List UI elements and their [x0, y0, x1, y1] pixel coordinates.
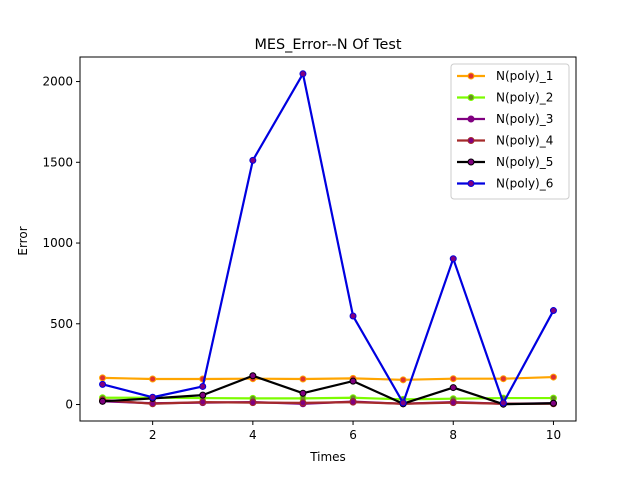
data-point	[249, 399, 257, 407]
data-point	[249, 156, 257, 164]
data-point	[199, 398, 207, 406]
data-point	[149, 375, 157, 383]
series-line-6	[102, 72, 555, 405]
data-point	[149, 393, 157, 401]
y-tick-label: 500	[50, 317, 73, 331]
data-point	[549, 373, 557, 381]
data-point	[99, 380, 107, 388]
data-point	[449, 399, 457, 407]
x-axis-label: Times	[309, 450, 346, 464]
legend-label: N(poly)_1	[496, 69, 553, 83]
legend-marker	[467, 158, 475, 166]
series-line-1	[102, 375, 554, 381]
series-line-2	[102, 396, 554, 401]
data-point	[399, 376, 407, 384]
legend: N(poly)_1 N(poly)_2 N(poly)_3 N(poly)_4 N(po…	[450, 63, 570, 200]
x-tick-label: 10	[546, 428, 561, 442]
data-point	[349, 398, 357, 406]
data-point	[349, 312, 357, 320]
plot-area: 2 4 6 8 10 0 500 1000 1500 2000	[42, 56, 577, 442]
y-axis-label: Error	[16, 226, 30, 255]
data-point	[399, 399, 407, 407]
legend-marker	[467, 115, 475, 123]
y-tick-label: 1000	[42, 236, 73, 250]
legend-label: N(poly)_3	[496, 112, 553, 126]
legend-label: N(poly)_6	[496, 177, 553, 191]
x-tick-label: 4	[249, 428, 257, 442]
series-line-5	[102, 374, 554, 406]
data-point	[249, 372, 257, 380]
data-point	[449, 384, 457, 392]
legend-marker	[467, 72, 475, 80]
data-point	[99, 374, 107, 382]
data-point	[549, 307, 557, 315]
data-point	[299, 70, 307, 78]
x-tick-label: 2	[149, 428, 157, 442]
series-line-4	[102, 398, 554, 405]
legend-label: N(poly)_2	[496, 91, 553, 105]
data-point	[99, 397, 107, 405]
legend-marker	[467, 180, 475, 187]
x-tick-label: 6	[349, 428, 357, 442]
chart-title: MES_Error--N Of Test	[254, 37, 401, 53]
data-point	[349, 377, 357, 385]
legend-marker	[467, 94, 475, 101]
data-point	[299, 399, 307, 407]
y-tick-label: 0	[65, 398, 73, 412]
y-tick-label: 2000	[42, 75, 73, 89]
legend-label: N(poly)_4	[496, 134, 553, 148]
y-tick-label: 1500	[42, 155, 73, 169]
data-point	[499, 375, 507, 383]
data-point	[299, 375, 307, 383]
legend-marker	[467, 137, 475, 144]
data-point	[449, 375, 457, 383]
data-point	[499, 399, 507, 407]
data-point	[449, 255, 457, 263]
x-tick-label: 8	[449, 428, 457, 442]
data-point	[199, 391, 207, 399]
axes-frame	[79, 56, 577, 422]
data-point	[299, 389, 307, 397]
legend-label: N(poly)_5	[496, 155, 553, 169]
data-point	[199, 382, 207, 390]
data-point	[549, 399, 557, 407]
